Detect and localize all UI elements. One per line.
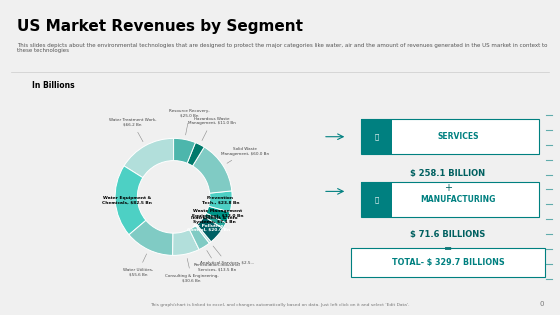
Text: Instruments & Info
Systems, $7.1 Bn: Instruments & Info Systems, $7.1 Bn xyxy=(191,215,237,224)
Text: =: = xyxy=(444,244,452,254)
Wedge shape xyxy=(174,138,195,163)
Text: Water Equipment &
Chemicals, $82.5 Bn: Water Equipment & Chemicals, $82.5 Bn xyxy=(102,196,152,204)
Text: This slides depicts about the environmental technologies that are designed to pr: This slides depicts about the environmen… xyxy=(17,43,547,53)
Text: TOTAL- $ 329.7 BILLIONS: TOTAL- $ 329.7 BILLIONS xyxy=(391,258,505,267)
FancyBboxPatch shape xyxy=(361,182,391,217)
FancyBboxPatch shape xyxy=(351,248,545,277)
Text: Resource Recovery,
$25.0 Bn: Resource Recovery, $25.0 Bn xyxy=(170,109,210,135)
Wedge shape xyxy=(129,220,173,255)
FancyBboxPatch shape xyxy=(361,182,539,217)
Text: Water Treatment Work,
$66.2 Bn: Water Treatment Work, $66.2 Bn xyxy=(109,118,156,142)
FancyBboxPatch shape xyxy=(361,119,391,154)
Text: MANUFACTURING: MANUFACTURING xyxy=(421,195,496,204)
Text: Hazardous Waste
Management, $11.0 Bn: Hazardous Waste Management, $11.0 Bn xyxy=(188,117,236,140)
Wedge shape xyxy=(172,230,199,255)
Text: US Market Revenues by Segment: US Market Revenues by Segment xyxy=(17,19,303,34)
Text: $ 258.1 BILLION: $ 258.1 BILLION xyxy=(410,169,486,178)
Wedge shape xyxy=(206,206,230,223)
FancyBboxPatch shape xyxy=(361,119,539,154)
Wedge shape xyxy=(196,225,211,243)
Text: Air Pollution
Control, $20.0 Bn: Air Pollution Control, $20.0 Bn xyxy=(187,224,230,232)
Text: Waste Management
Equipment, $13.0 Bn: Waste Management Equipment, $13.0 Bn xyxy=(192,209,243,218)
Text: 0: 0 xyxy=(540,301,544,307)
Wedge shape xyxy=(193,147,232,193)
Text: In Billions: In Billions xyxy=(32,81,74,90)
Text: Solid Waste
Management, $60.0 Bn: Solid Waste Management, $60.0 Bn xyxy=(221,147,269,163)
Wedge shape xyxy=(209,191,232,212)
Text: Consulting & Engineering,
$30.6 Bn: Consulting & Engineering, $30.6 Bn xyxy=(165,258,218,282)
Text: Analytical Services, $2.5...: Analytical Services, $2.5... xyxy=(199,246,254,265)
Wedge shape xyxy=(115,166,146,235)
Text: $ 71.6 BILLIONS: $ 71.6 BILLIONS xyxy=(410,230,486,239)
Text: Remediation-Industrial
Services, $13.5 Bn: Remediation-Industrial Services, $13.5 B… xyxy=(194,250,241,272)
Text: +: + xyxy=(444,183,452,193)
Wedge shape xyxy=(187,143,204,166)
Wedge shape xyxy=(189,226,209,249)
Text: This graph/chart is linked to excel, and changes automatically based on data. Ju: This graph/chart is linked to excel, and… xyxy=(150,303,410,307)
Wedge shape xyxy=(204,213,226,228)
Wedge shape xyxy=(124,138,174,178)
Wedge shape xyxy=(197,216,223,242)
Text: 🏭: 🏭 xyxy=(374,196,379,203)
Text: SERVICES: SERVICES xyxy=(437,132,479,141)
Text: Prevention
Tech., $23.8 Bn: Prevention Tech., $23.8 Bn xyxy=(202,196,239,205)
Text: 🔑: 🔑 xyxy=(374,134,379,140)
Text: Water Utilities,
$55.6 Bn: Water Utilities, $55.6 Bn xyxy=(123,254,153,276)
